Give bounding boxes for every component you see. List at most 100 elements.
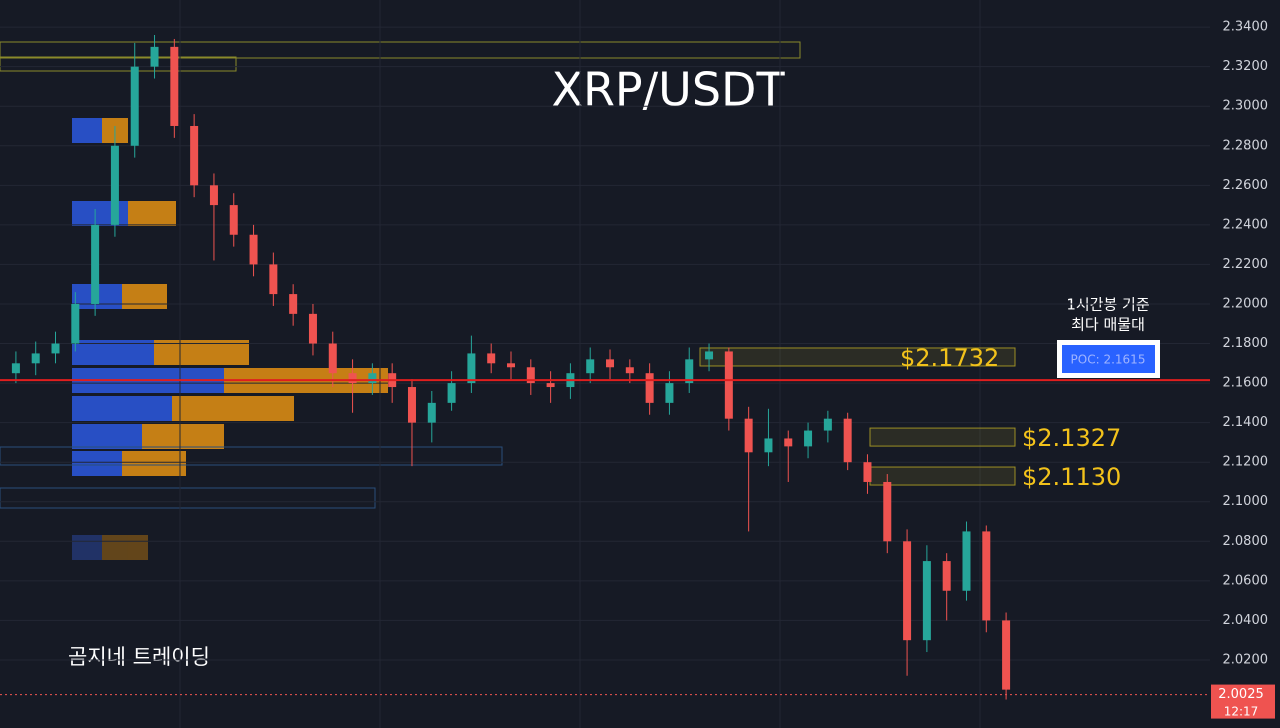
y-tick-label: 2.0200 (1223, 652, 1269, 667)
candle-body (71, 303, 80, 344)
candle-body (91, 224, 100, 304)
candle-body (804, 430, 813, 447)
y-tick-label: 2.1600 (1223, 376, 1269, 391)
level-label: $2.1732 (900, 344, 999, 372)
y-tick-label: 2.1000 (1223, 494, 1269, 509)
y-tick-label: 2.3000 (1223, 99, 1269, 114)
candle-body (130, 66, 139, 146)
candle-body (546, 383, 555, 388)
candle-body (843, 418, 852, 463)
candle-body (150, 46, 159, 67)
candle-body (467, 353, 476, 384)
level-zone (869, 466, 1016, 486)
volume-profile-bar (172, 396, 294, 421)
y-tick-label: 2.2400 (1223, 217, 1269, 232)
candle-body (289, 294, 298, 314)
candle-body (922, 561, 931, 641)
level-zone (699, 347, 1016, 367)
y-tick-label: 2.2800 (1223, 138, 1269, 153)
volume-profile-bar (72, 535, 102, 560)
candle-body (407, 387, 416, 423)
zone-box (0, 487, 376, 509)
candle-body (606, 359, 615, 368)
y-tick-label: 2.2000 (1223, 296, 1269, 311)
candle-body (507, 363, 515, 368)
level-zone (869, 427, 1016, 447)
volume-profile-bar (122, 451, 186, 476)
candle-body (586, 359, 595, 374)
candle-body (823, 418, 832, 431)
level-label: $2.1130 (1022, 463, 1121, 491)
volume-profile-bar (72, 340, 154, 365)
volume-profile-bar (72, 396, 172, 421)
annotation: 1시간봉 기준 (1066, 296, 1150, 314)
candle-body (487, 353, 496, 364)
candle-body (368, 373, 377, 384)
candle-body (903, 541, 912, 641)
candle-body (348, 373, 357, 384)
chart-title: XRP/USDT (551, 63, 785, 117)
y-tick-label: 2.3200 (1223, 59, 1269, 74)
volume-profile-bar (128, 201, 176, 226)
volume-profile-bar (154, 340, 249, 365)
zone-box (0, 56, 237, 72)
candle-body (249, 234, 258, 265)
countdown: 12:17 (1224, 705, 1259, 719)
poc-label: POC: 2.1615 (1071, 353, 1146, 367)
volume-profile-bar (142, 424, 224, 449)
candle-body (784, 438, 793, 447)
candle-body (328, 343, 337, 374)
candle-body (645, 373, 654, 403)
y-tick-label: 2.2600 (1223, 178, 1269, 193)
watermark: 곰지네 트레이딩 (68, 645, 210, 669)
y-tick-label: 2.2200 (1223, 257, 1269, 272)
candle-body (665, 383, 674, 403)
y-tick-label: 2.1400 (1223, 415, 1269, 430)
y-tick-label: 2.0400 (1223, 613, 1269, 628)
volume-profile-bar (72, 424, 142, 449)
candle-body (447, 383, 456, 403)
volume-profile-bar (72, 201, 128, 226)
zone-box (0, 446, 503, 466)
y-tick-label: 2.1800 (1223, 336, 1269, 351)
candle-body (110, 145, 119, 225)
level-label: $2.1327 (1022, 424, 1121, 452)
candle-body (308, 313, 317, 344)
candle-body (883, 481, 892, 542)
candle-body (962, 531, 971, 591)
candle-body (685, 359, 694, 384)
candle-body (269, 264, 278, 295)
candle-body (982, 531, 991, 621)
candle-body (625, 367, 634, 374)
volume-profile-bar (122, 284, 167, 309)
candle-body (526, 367, 535, 384)
volume-profile-bar (102, 535, 148, 560)
candle-body (744, 418, 753, 453)
candle-body (190, 125, 199, 186)
annotation: 최다 매물대 (1071, 316, 1145, 334)
poc-box (1062, 345, 1155, 373)
candle-body (863, 462, 872, 482)
candle-body (705, 351, 714, 360)
candle-body (229, 205, 238, 235)
volume-profile-bar (72, 118, 102, 143)
candle-body (427, 402, 436, 423)
y-tick-label: 2.1200 (1223, 455, 1269, 470)
y-tick-label: 2.0800 (1223, 534, 1269, 549)
y-tick-label: 2.3400 (1223, 20, 1269, 35)
y-tick-label: 2.0600 (1223, 573, 1269, 588)
candle-body (11, 363, 20, 374)
candle-body (209, 185, 218, 206)
last-price-label: 2.0025 (1218, 687, 1264, 702)
zone-box (0, 41, 801, 59)
candle-body (1002, 620, 1011, 690)
candle-body (51, 343, 60, 354)
last-price-box (1211, 684, 1275, 719)
candle-body (724, 351, 733, 419)
candle-body (170, 46, 179, 126)
candle-body (31, 353, 40, 364)
candle-body (764, 438, 773, 453)
candle-body (942, 561, 951, 591)
volume-profile-bar (72, 451, 122, 476)
